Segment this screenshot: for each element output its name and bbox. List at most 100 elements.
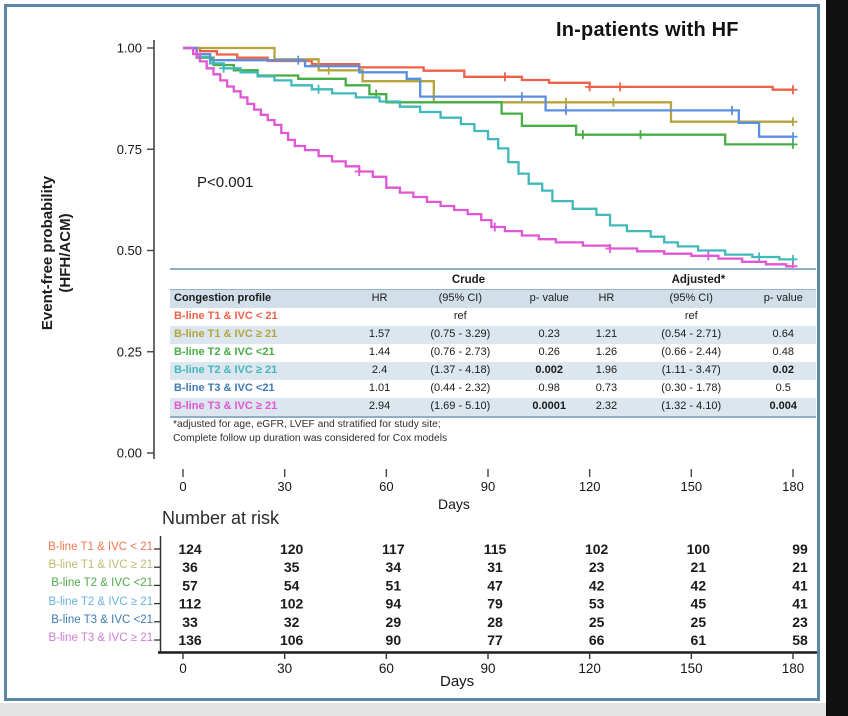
- hr-value: 1.21: [580, 326, 632, 345]
- table-row: *adjusted for age, eGFR, LVEF and strati…: [170, 417, 816, 432]
- risk-count: 29: [386, 614, 402, 630]
- x-tick-label: 0: [179, 479, 186, 494]
- congestion-profile-label: B-line T2 & IVC <21: [174, 346, 275, 359]
- risk-count: 112: [179, 596, 202, 612]
- risk-count: 77: [487, 632, 503, 648]
- risk-count: 57: [182, 577, 198, 593]
- risk-count: 61: [691, 632, 707, 648]
- x-tick-label: 90: [481, 479, 495, 494]
- x-tick-label: 60: [379, 479, 393, 494]
- risk-x-tick-label: 30: [277, 661, 292, 676]
- hr-value: 0.64: [750, 326, 816, 345]
- risk-row-label: B-line T2 & IVC ≥ 21: [48, 595, 153, 608]
- hr-value: (1.69 - 5.10): [403, 398, 518, 419]
- risk-x-tick-label: 90: [480, 661, 495, 676]
- hr-value: 2.94: [356, 398, 404, 419]
- risk-count: 102: [585, 541, 609, 557]
- group-header-adjusted: Adjusted*: [580, 268, 816, 290]
- x-tick-label: 120: [579, 479, 601, 494]
- risk-count: 102: [280, 596, 304, 612]
- risk-count: 94: [386, 596, 402, 612]
- column-header: p- value: [517, 289, 581, 309]
- y-tick-label: 0.75: [117, 142, 142, 157]
- risk-x-tick-label: 0: [179, 661, 187, 676]
- y-axis-label-line1: Event-free probability: [39, 175, 56, 331]
- hr-value: 0.5: [775, 382, 791, 395]
- hr-value: 0.48: [772, 346, 794, 359]
- hr-value: (0.44 - 2.32): [430, 382, 491, 395]
- ref-value: ref: [453, 310, 467, 323]
- table-row: Complete follow up duration was consider…: [170, 432, 816, 446]
- hr-value: 0.26: [538, 346, 560, 359]
- km-curve: [183, 46, 793, 123]
- risk-count: 47: [487, 577, 503, 593]
- hr-value: 1.57: [356, 326, 404, 345]
- risk-count: 120: [280, 541, 304, 557]
- table-cell: [518, 308, 581, 326]
- congestion-profile-label: B-line T3 & IVC <21: [174, 382, 275, 395]
- congestion-profile-label: B-line T1 & IVC < 21: [174, 310, 278, 323]
- x-tick-label: 150: [680, 479, 702, 494]
- hr-value: 0.98: [538, 382, 560, 395]
- risk-count: 136: [178, 632, 202, 648]
- risk-count: 25: [691, 614, 707, 630]
- hr-value: (1.37 - 4.18): [403, 362, 518, 381]
- risk-row-label: B-line T3 & IVC <21: [51, 613, 153, 626]
- hr-value: 1.26: [595, 346, 618, 359]
- hr-value: 2.32: [580, 398, 632, 419]
- table-footnote: Complete follow up duration was consider…: [173, 432, 448, 444]
- risk-count: 106: [280, 632, 304, 648]
- hr-value: 1.01: [368, 382, 391, 395]
- risk-count: 99: [792, 541, 808, 557]
- risk-count: 42: [691, 577, 707, 593]
- risk-row-label: B-line T2 & IVC <21: [51, 577, 153, 590]
- y-tick-label: 0.50: [117, 243, 142, 258]
- group-header-crude: Crude: [356, 268, 581, 290]
- plot-title: In-patients with HF: [556, 19, 739, 41]
- hr-value: 1.96: [580, 362, 632, 381]
- risk-count: 45: [691, 596, 707, 612]
- risk-count: 36: [182, 559, 198, 575]
- risk-count: 100: [687, 541, 711, 557]
- risk-row-label: B-line T1 & IVC < 21: [48, 541, 153, 553]
- y-tick-label: 0.00: [117, 446, 142, 461]
- hr-value: 0.004: [750, 398, 816, 419]
- y-tick-label: 1.00: [117, 41, 142, 56]
- hr-value: (0.30 - 1.78): [661, 382, 722, 395]
- column-header: (95% CI): [403, 289, 518, 309]
- risk-count: 34: [386, 559, 402, 575]
- hr-value: (0.76 - 2.73): [430, 346, 491, 359]
- risk-count: 25: [589, 614, 605, 630]
- risk-count: 66: [589, 632, 605, 648]
- km-curve: [183, 46, 793, 138]
- hr-value: 0.23: [517, 326, 581, 345]
- hr-value: (0.75 - 3.29): [403, 326, 518, 345]
- column-header: Congestion profile: [170, 289, 357, 309]
- hr-value: 1.44: [368, 346, 391, 359]
- km-curve: [183, 46, 793, 268]
- column-header: HR: [356, 289, 404, 309]
- hr-value: (1.32 - 4.10): [631, 398, 751, 419]
- x-axis-label-risk: Days: [440, 673, 475, 690]
- table-row: Congestion profile HR (95% CI) p- value HR (9…: [170, 289, 816, 309]
- table-row: B-line T3 & IVC <21 1.01 (0.44 - 2.32) 0.98…: [170, 380, 816, 398]
- x-axis-label-main: Days: [438, 496, 470, 512]
- km-curve: [183, 46, 793, 91]
- risk-row-label: B-line T1 & IVC ≥ 21: [48, 559, 153, 572]
- table-row: B-line T3 & IVC ≥ 21 2.94 (1.69 - 5.10) 0.0…: [170, 398, 816, 419]
- screenshot-bottom-edge: [0, 703, 826, 716]
- risk-count: 32: [284, 614, 300, 630]
- risk-x-tick-label: 120: [578, 661, 601, 676]
- risk-count: 33: [182, 614, 198, 630]
- congestion-profile-label: B-line T2 & IVC ≥ 21: [170, 362, 357, 381]
- risk-count: 23: [589, 559, 605, 575]
- column-header: (95% CI): [631, 289, 751, 309]
- risk-count: 31: [487, 559, 503, 575]
- y-axis-label-line2: (HFH/ACM): [57, 213, 74, 293]
- risk-count: 115: [484, 541, 507, 557]
- pvalue-annotation: P<0.001: [197, 174, 254, 191]
- ref-value: ref: [684, 310, 698, 323]
- hr-value: 0.0001: [517, 398, 581, 419]
